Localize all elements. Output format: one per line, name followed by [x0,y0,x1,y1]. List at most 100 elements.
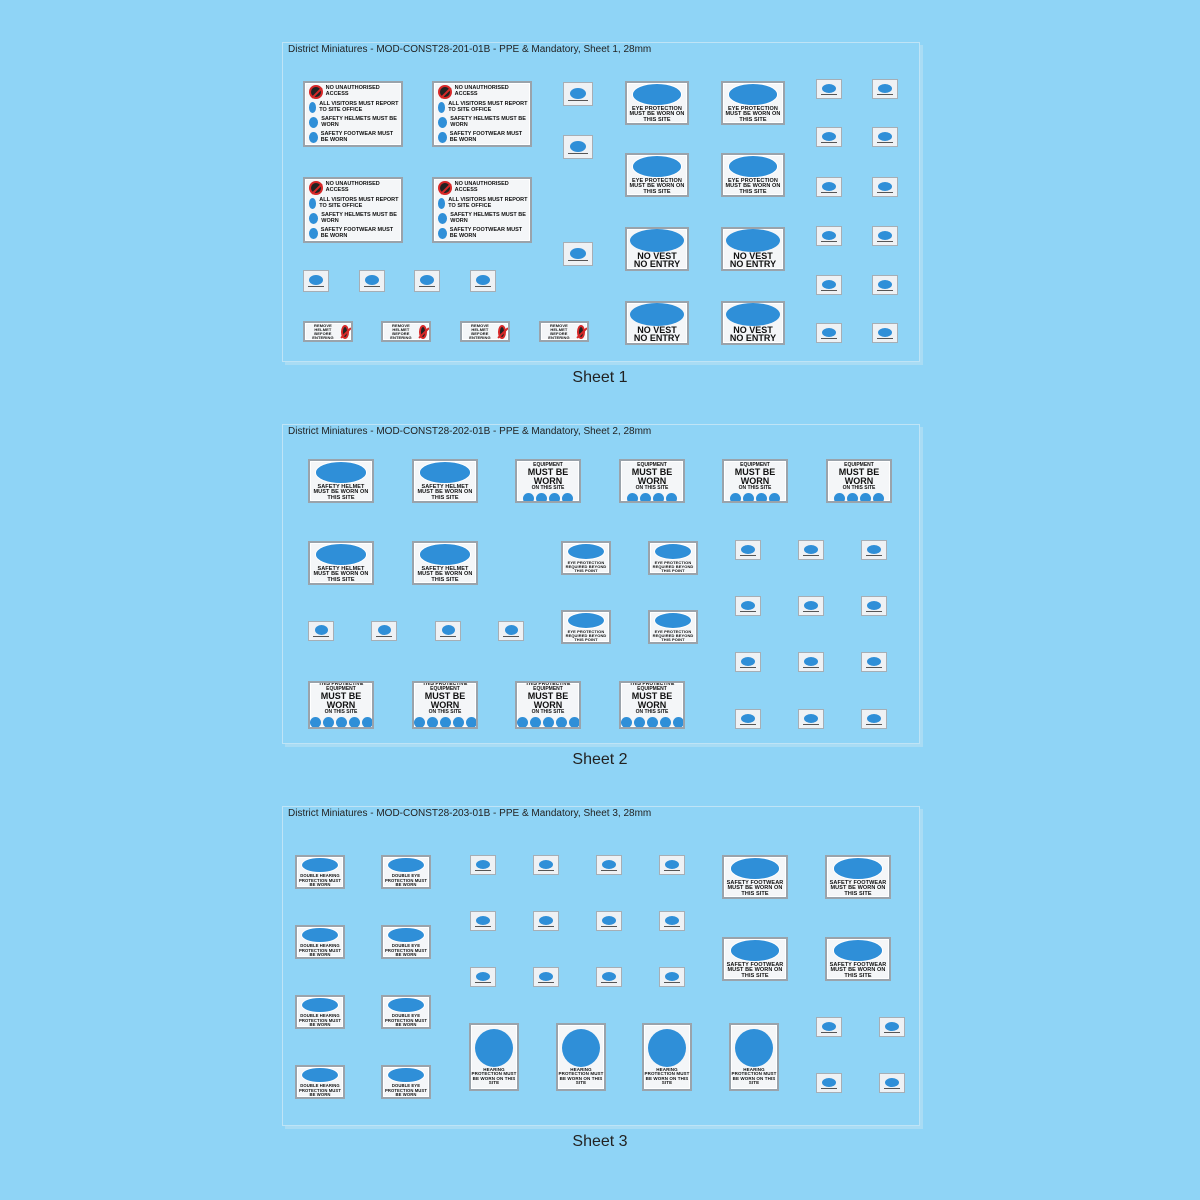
small-tile [533,911,559,931]
earmuffs-icon [301,997,339,1014]
small-tile [659,855,685,875]
helmet-icon [438,213,448,225]
eye-protection-sign: EYE PROTECTION MUST BE WORN ON THIS SITE [625,153,689,197]
vest-icon [630,229,684,252]
double-eye-sign: DOUBLE EYE PROTECTION MUST BE WORN [381,995,431,1029]
sheet-header: District Miniatures - MOD-CONST28-201-01… [288,44,652,55]
pedestrian-icon [314,625,328,635]
goggles-icon [822,279,836,289]
double-hearing-sign: DOUBLE HEARING PROTECTION MUST BE WORN [295,855,345,889]
hearing-protection-sign: HEARING PROTECTION MUST BE WORN ON THIS … [729,1023,779,1091]
goggles-icon [804,656,818,666]
ear-defenders-icon [648,1028,686,1067]
sheet-caption: Sheet 2 [572,751,628,768]
double-hearing-sign: DOUBLE HEARING PROTECTION MUST BE WORN [295,1065,345,1099]
ppe-sign: THIS PROTECTIVE EQUIPMENT MUST BE WORN ON … [722,459,788,503]
pedestrian-icon [377,625,391,635]
boot-icon [602,971,616,981]
goggles-icon [867,656,881,666]
eye-protection-sign: EYE PROTECTION MUST BE WORN ON THIS SITE [721,81,785,125]
ppe-sign: THIS PROTECTIVE EQUIPMENT MUST BE WORN ON … [619,459,685,503]
no-entry-icon [309,180,323,195]
goggles-icon [387,1067,425,1084]
small-tile [872,177,898,197]
goggles-icon [822,1077,836,1087]
small-tile [735,652,761,672]
small-tile [816,1017,842,1037]
safety-footwear-sign: SAFETY FOOTWEAR MUST BE WORN ON THIS SIT… [825,937,891,981]
goggles-icon [885,1021,899,1031]
earmuffs-icon [665,859,679,869]
goggles-icon [885,1077,899,1087]
helmet-icon [602,915,616,925]
remove-helmet-sign: REMOVE HELMET BEFORE ENTERING [303,321,353,342]
hair-icon [570,140,586,152]
helmet-icon [438,117,448,129]
helmet-icon [309,117,319,129]
small-tile [861,596,887,616]
vest-icon [630,303,684,326]
helmet-icon [804,600,818,610]
goggles-icon [387,857,425,874]
no-helmet-icon [497,324,506,339]
goggles-icon [567,543,605,560]
boot-icon [730,939,780,962]
small-tile [872,79,898,99]
helmet-icon [419,543,471,566]
boot-icon [665,971,679,981]
eye-required-sign: EYE PROTECTION REQUIRED BEYOND THIS POIN… [561,610,611,644]
small-tile [798,709,824,729]
goggles-icon [741,656,755,666]
ppe-sign: THIS PROTECTIVE EQUIPMENT MUST BE WORN ON … [515,681,581,729]
small-tile [470,855,496,875]
small-tile [816,226,842,246]
small-tile [563,242,593,266]
small-tile [735,709,761,729]
boot-icon [539,971,553,981]
no-entry-icon [309,84,323,99]
visitor-sign: NO UNAUTHORISED ACCESS ALL VISITORS MUST… [303,177,403,243]
vest-icon [726,303,780,326]
hearing-protection-sign: HEARING PROTECTION MUST BE WORN ON THIS … [556,1023,606,1091]
earmuffs-icon [301,927,339,944]
hearing-protection-sign: HEARING PROTECTION MUST BE WORN ON THIS … [469,1023,519,1091]
small-tile [798,596,824,616]
eye-protection-sign: EYE PROTECTION MUST BE WORN ON THIS SITE [721,153,785,197]
small-tile [659,911,685,931]
earmuffs-icon [602,859,616,869]
goggles-icon [822,1021,836,1031]
boot-icon [438,228,447,240]
eye-required-sign: EYE PROTECTION REQUIRED BEYOND THIS POIN… [648,541,698,575]
small-tile [872,275,898,295]
small-tile [563,135,593,159]
small-tile [816,323,842,343]
small-tile [563,82,593,106]
no-vest-sign: NO VEST NO ENTRY [625,301,689,345]
helmet-icon [804,544,818,554]
no-entry-icon [438,180,452,195]
goggles-icon [567,612,605,629]
no-helmet-icon [340,324,349,339]
goggles-icon [878,83,892,93]
small-tile [470,911,496,931]
small-tile [798,652,824,672]
goggles-icon [728,83,778,106]
goggles-icon [878,131,892,141]
small-tile [470,967,496,987]
goggles-icon [654,612,692,629]
safety-helmet-sign: SAFETY HELMET MUST BE WORN ON THIS SITE [412,459,478,503]
face-icon [878,230,892,240]
small-tile [533,855,559,875]
boot-icon [833,857,883,880]
remove-helmet-sign: REMOVE HELMET BEFORE ENTERING [539,321,589,342]
small-tile [816,127,842,147]
ear-defenders-icon [562,1028,600,1067]
small-tile [659,967,685,987]
ppe-sign: THIS PROTECTIVE EQUIPMENT MUST BE WORN ON … [826,459,892,503]
eye-required-sign: EYE PROTECTION REQUIRED BEYOND THIS POIN… [648,610,698,644]
small-tile [861,709,887,729]
vest-tile [303,270,329,292]
small-tile [596,855,622,875]
small-tile [879,1017,905,1037]
boot-icon [730,857,780,880]
